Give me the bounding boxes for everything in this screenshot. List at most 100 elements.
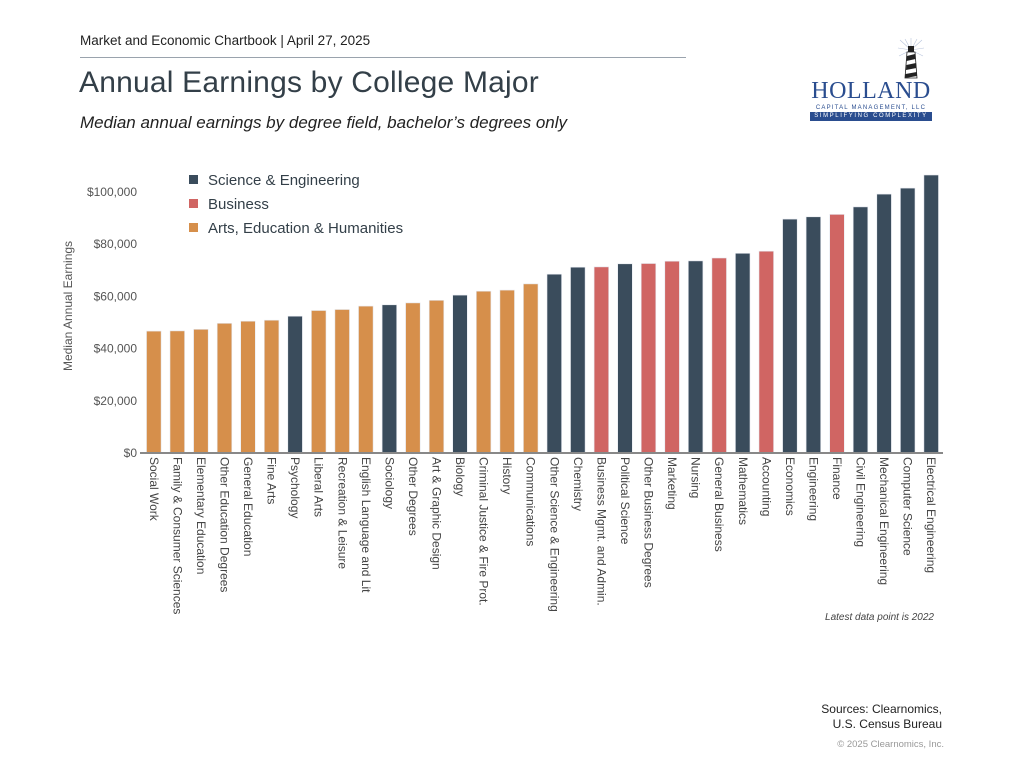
x-tick-label: Mathematics: [736, 457, 750, 525]
legend-label-business: Business: [208, 196, 269, 213]
x-axis-labels: Social Work Family & Consumer Sciences Ele…: [147, 457, 938, 614]
lighthouse-icon: [897, 38, 925, 79]
x-tick-label: Family & Consumer Sciences: [170, 457, 184, 614]
bar-history: [499, 289, 515, 454]
sources: Sources: Clearnomics, U.S. Census Bureau: [740, 702, 942, 732]
x-tick-label: Other Education Degrees: [218, 457, 232, 592]
x-tick-label: Social Work: [147, 457, 161, 522]
bar-electrical-engineering: [923, 174, 939, 454]
header-divider: [80, 57, 686, 58]
x-tick-label: History: [500, 457, 514, 494]
x-tick-label: Liberal Arts: [312, 457, 326, 517]
x-tick-label: Economics: [783, 457, 797, 516]
x-tick-label: English Language and Lit: [359, 457, 373, 593]
bar-computer-science: [900, 187, 916, 454]
y-tick-label: $0: [124, 446, 138, 460]
x-tick-label: Recreation & Leisure: [335, 457, 349, 569]
bar-english-language-and-lit: [358, 305, 374, 454]
y-axis: $0 $20,000 $40,000 $60,000 $80,000 $100,000: [87, 185, 137, 460]
x-tick-label: Business Mgmt. and Admin.: [594, 457, 608, 606]
x-tick-label: Electrical Engineering: [924, 457, 938, 573]
x-tick-label: Biology: [453, 457, 467, 496]
x-tick-label: Mechanical Engineering: [877, 457, 891, 585]
page-subtitle: Median annual earnings by degree field, …: [80, 113, 568, 132]
bar-finance: [829, 214, 845, 454]
legend-swatch-arts: [189, 223, 198, 232]
bars: [146, 174, 939, 454]
bar-criminal-justice-fire-prot: [475, 290, 492, 454]
x-tick-label: Other Science & Engineering: [547, 457, 561, 612]
bar-civil-engineering: [852, 206, 869, 454]
sources-line-1: Sources: Clearnomics,: [821, 702, 942, 716]
x-tick-label: General Education: [241, 457, 255, 556]
x-tick-label: Sociology: [382, 457, 396, 509]
bar-marketing: [664, 260, 680, 454]
logo-tagline: SIMPLIFYING COMPLEXITY: [810, 112, 932, 121]
bar-fine-arts: [263, 319, 280, 454]
data-footnote: Latest data point is 2022: [825, 612, 934, 623]
x-tick-label: Communications: [524, 457, 538, 546]
bar-recreation-leisure: [334, 309, 350, 454]
x-tick-label: Engineering: [806, 457, 820, 521]
x-tick-label: Criminal Justice & Fire Prot.: [477, 457, 491, 606]
x-tick-label: Nursing: [689, 457, 703, 498]
y-tick-label: $100,000: [87, 185, 137, 199]
bar-business-mgmt-and-admin: [593, 266, 609, 454]
sources-line-2: U.S. Census Bureau: [832, 717, 942, 731]
legend: Science & Engineering Business Arts, Educa…: [189, 172, 403, 237]
y-tick-label: $60,000: [94, 289, 138, 303]
x-tick-label: Psychology: [288, 457, 302, 518]
bar-other-degrees: [405, 302, 421, 454]
bar-liberal-arts: [311, 310, 327, 454]
bar-psychology: [287, 315, 303, 454]
bar-family-consumer-sciences: [169, 330, 185, 454]
bar-chemistry: [570, 266, 586, 454]
x-tick-label: Chemistry: [571, 457, 585, 511]
bar-political-science: [617, 263, 633, 454]
bar-art-graphic-design: [428, 299, 445, 454]
legend-swatch-science: [189, 175, 198, 184]
legend-label-science: Science & Engineering: [208, 172, 360, 189]
bar-other-science-engineering: [546, 273, 562, 454]
bar-engineering: [805, 216, 821, 454]
x-tick-label: General Business: [712, 457, 726, 552]
copyright: © 2025 Clearnomics, Inc.: [837, 739, 944, 750]
legend-label-arts: Arts, Education & Humanities: [208, 220, 403, 237]
bar-accounting: [758, 250, 774, 454]
logo-name: HOLLAND: [811, 78, 931, 104]
bar-communications: [523, 283, 539, 454]
logo-subtitle: CAPITAL MANAGEMENT, LLC: [815, 105, 927, 111]
x-tick-label: Finance: [830, 457, 844, 500]
x-tick-label: Other Business Degrees: [642, 457, 656, 588]
y-axis-label: Median Annual Earnings: [61, 241, 75, 371]
x-tick-label: Political Science: [618, 457, 632, 545]
legend-swatch-business: [189, 199, 198, 208]
bar-elementary-education: [193, 328, 209, 454]
y-tick-label: $80,000: [94, 237, 138, 251]
bar-general-business: [711, 257, 727, 454]
x-tick-label: Civil Engineering: [854, 457, 868, 547]
x-tick-label: Marketing: [665, 457, 679, 510]
y-tick-label: $40,000: [94, 342, 138, 356]
bar-nursing: [687, 260, 704, 454]
x-tick-label: Elementary Education: [194, 457, 208, 574]
x-tick-label: Fine Arts: [265, 457, 279, 504]
x-tick-label: Other Degrees: [406, 457, 420, 536]
bar-economics: [782, 218, 798, 454]
bar-sociology: [381, 304, 398, 454]
chartbook-header: Market and Economic Chartbook | April 27…: [80, 33, 371, 48]
bar-other-education-degrees: [216, 322, 233, 454]
bar-biology: [452, 294, 468, 454]
page-title: Annual Earnings by College Major: [79, 66, 539, 99]
x-tick-label: Computer Science: [901, 457, 915, 556]
holland-logo: HOLLAND CAPITAL MANAGEMENT, LLC SIMPLIFY…: [806, 38, 936, 122]
bar-other-business-degrees: [640, 263, 657, 454]
x-tick-label: Art & Graphic Design: [430, 457, 444, 570]
bar-social-work: [146, 330, 162, 454]
bar-mechanical-engineering: [876, 193, 892, 454]
bar-general-education: [240, 320, 256, 454]
bar-mathematics: [735, 253, 751, 454]
x-tick-label: Accounting: [759, 457, 773, 516]
y-tick-label: $20,000: [94, 394, 138, 408]
